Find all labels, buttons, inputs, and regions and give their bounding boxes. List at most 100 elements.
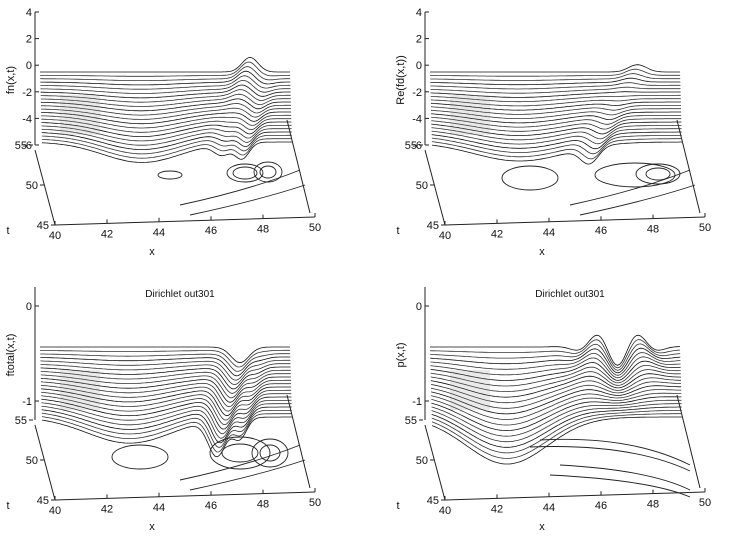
surface-shading [450, 95, 490, 135]
x-tick-label: 42 [491, 503, 503, 515]
x-axis-label: x [539, 246, 545, 258]
chart-title: Dirichlet out301 [535, 289, 605, 300]
contour-ellipse [645, 167, 671, 181]
t-tick-label: 50 [416, 455, 428, 467]
t-axis-line [424, 149, 446, 226]
surface-trace [431, 138, 682, 160]
x-tick-label: 40 [49, 505, 61, 517]
x-tick-label: 46 [595, 500, 607, 512]
surface-trace [40, 366, 291, 390]
z-tick-label: 0 [26, 60, 32, 72]
surface-trace [40, 369, 291, 394]
surface-trace [431, 131, 682, 150]
z-tick-label: -1 [412, 396, 422, 408]
contour-ellipse [253, 161, 283, 183]
t-axis-line [34, 424, 56, 501]
surface-trace [431, 392, 682, 426]
surface-trace [40, 56, 290, 73]
x-axis-label: x [539, 521, 545, 533]
frame-edge [286, 394, 311, 489]
z-tick-label: -4 [22, 113, 32, 125]
x-tick-label: 42 [101, 503, 113, 515]
contour-line [539, 438, 691, 466]
surface-trace [431, 141, 682, 165]
x-tick-label: 40 [49, 230, 61, 242]
contour-line [569, 169, 691, 206]
x-tick-label: 40 [439, 230, 451, 242]
x-tick-label: 40 [439, 505, 451, 517]
surface-trace [431, 385, 682, 415]
x-tick-label: 48 [647, 224, 659, 236]
t-axis-line [34, 149, 56, 226]
surface-trace [431, 135, 682, 155]
z-tick-label: 0 [416, 60, 422, 72]
t-axis-line [424, 424, 446, 501]
t-tick-label: 45 [37, 220, 49, 232]
frame-edge [676, 119, 701, 214]
contour-ellipse [226, 163, 264, 183]
surface-trace [430, 334, 681, 366]
z-tick-label: 0 [26, 301, 32, 313]
contour-ellipse [259, 165, 277, 179]
x-tick-label: 42 [491, 228, 503, 240]
surface-trace [431, 121, 682, 136]
surface-shading [60, 95, 100, 135]
surface-trace [41, 416, 292, 458]
contour-ellipse [251, 438, 289, 468]
surface-trace [41, 406, 292, 444]
x-tick-label: 50 [309, 222, 321, 234]
contour-ellipse [157, 170, 183, 180]
surface-trace [430, 369, 681, 392]
x-axis-line [444, 216, 706, 226]
surface-trace [41, 121, 292, 137]
surface-trace [431, 118, 682, 132]
z-axis-label: fn(x,t) [5, 66, 17, 94]
surface-trace [40, 349, 291, 368]
surface-trace [41, 386, 292, 417]
surface-trace [40, 373, 291, 399]
t-tick-label: 55 [15, 415, 27, 427]
panel-p: Dirichlet out301 0 -1 p(x,t) 55 50 45 t 40 42 44 46… [395, 287, 711, 533]
z-tick-label: 0 [416, 301, 422, 313]
x-tick-label: 42 [101, 228, 113, 240]
t-tick-label: 55 [405, 140, 417, 152]
surface-trace [430, 352, 681, 376]
x-tick-label: 44 [543, 502, 555, 514]
surface-trace [430, 82, 681, 90]
surface-trace [40, 84, 291, 99]
z-tick-label: -1 [22, 396, 32, 408]
contour-line [189, 184, 306, 216]
x-tick-label: 46 [205, 500, 217, 512]
surface-trace [41, 403, 292, 439]
contour-line [529, 446, 691, 472]
surface-trace [40, 356, 291, 377]
surface-trace [40, 61, 291, 77]
z-axis-label: p(x,t) [395, 342, 407, 367]
z-tick-label: -4 [412, 113, 422, 125]
surface-trace [431, 396, 682, 432]
contour-ellipse [635, 163, 681, 185]
surface-trace [430, 86, 681, 94]
surface-shading [450, 370, 490, 410]
x-tick-label: 48 [647, 499, 659, 511]
surface-trace [41, 138, 292, 159]
z-tick-label: 4 [26, 7, 32, 19]
panel-ftotal: Dirichlet out301 0 -1 ftotal(x,t) 55 50 45 t 40 4… [5, 287, 321, 533]
t-tick-label: 50 [416, 180, 428, 192]
surface-trace [430, 377, 681, 404]
x-tick-label: 50 [699, 497, 711, 509]
x-tick-label: 50 [699, 222, 711, 234]
surface-trace [430, 343, 681, 371]
x-tick-label: 48 [257, 499, 269, 511]
contour-line [179, 444, 301, 481]
x-tick-label: 46 [205, 225, 217, 237]
x-axis-label: x [149, 246, 155, 258]
t-axis-label: t [396, 500, 399, 512]
surface-trace [430, 373, 681, 398]
x-axis-line [54, 216, 316, 226]
surface-trace [40, 353, 291, 372]
surface-trace [431, 111, 682, 124]
